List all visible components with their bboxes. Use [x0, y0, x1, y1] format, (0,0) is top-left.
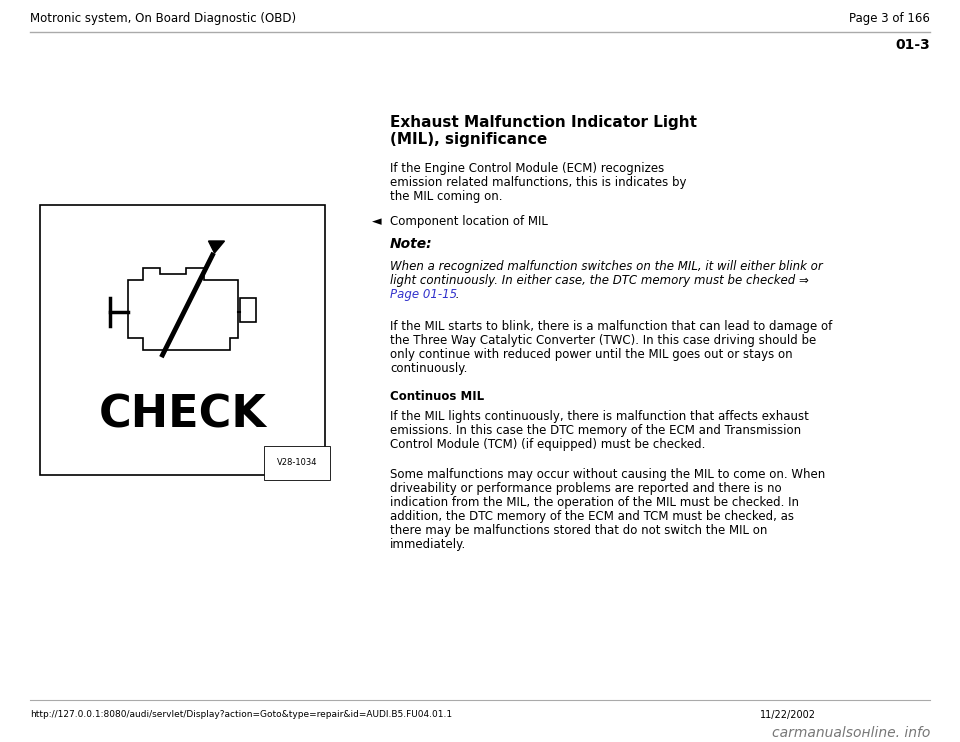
Text: continuously.: continuously.: [390, 362, 468, 375]
Text: the MIL coming on.: the MIL coming on.: [390, 190, 502, 203]
Text: 01-3: 01-3: [896, 38, 930, 52]
Bar: [40, 205, 325, 475]
Text: 11/22/2002: 11/22/2002: [760, 710, 816, 720]
Text: .: .: [452, 288, 460, 301]
Text: CHECK: CHECK: [99, 393, 267, 436]
Text: carmanualsонline. info: carmanualsонline. info: [772, 726, 930, 740]
Text: If the Engine Control Module (ECM) recognizes: If the Engine Control Module (ECM) recog…: [390, 162, 664, 175]
Text: emissions. In this case the DTC memory of the ECM and Transmission: emissions. In this case the DTC memory o…: [390, 424, 802, 437]
Text: there may be malfunctions stored that do not switch the MIL on: there may be malfunctions stored that do…: [390, 524, 767, 537]
Bar: [239, 298, 255, 322]
Text: driveability or performance problems are reported and there is no: driveability or performance problems are…: [390, 482, 781, 495]
Text: ◄: ◄: [372, 215, 382, 228]
Text: Some malfunctions may occur without causing the MIL to come on. When: Some malfunctions may occur without caus…: [390, 468, 826, 481]
Text: emission related malfunctions, this is indicates by: emission related malfunctions, this is i…: [390, 176, 686, 189]
Text: Page 3 of 166: Page 3 of 166: [850, 12, 930, 25]
Text: only continue with reduced power until the MIL goes out or stays on: only continue with reduced power until t…: [390, 348, 793, 361]
Text: Note:: Note:: [390, 237, 433, 251]
Text: If the MIL lights continuously, there is malfunction that affects exhaust: If the MIL lights continuously, there is…: [390, 410, 809, 423]
Polygon shape: [128, 268, 237, 350]
Text: (MIL), significance: (MIL), significance: [390, 132, 547, 147]
Text: immediately.: immediately.: [390, 538, 467, 551]
Text: http://127.0.0.1:8080/audi/servlet/Display?action=Goto&type=repair&id=AUDI.B5.FU: http://127.0.0.1:8080/audi/servlet/Displ…: [30, 710, 452, 719]
Text: If the MIL starts to blink, there is a malfunction that can lead to damage of: If the MIL starts to blink, there is a m…: [390, 320, 832, 333]
Text: Component location of MIL: Component location of MIL: [390, 215, 548, 228]
Text: Motronic system, On Board Diagnostic (OBD): Motronic system, On Board Diagnostic (OB…: [30, 12, 296, 25]
Text: V28-1034: V28-1034: [276, 458, 317, 467]
Text: Continuos MIL: Continuos MIL: [390, 390, 484, 403]
Text: addition, the DTC memory of the ECM and TCM must be checked, as: addition, the DTC memory of the ECM and …: [390, 510, 794, 523]
Text: the Three Way Catalytic Converter (TWC). In this case driving should be: the Three Way Catalytic Converter (TWC).…: [390, 334, 816, 347]
Text: indication from the MIL, the operation of the MIL must be checked. In: indication from the MIL, the operation o…: [390, 496, 799, 509]
Text: When a recognized malfunction switches on the MIL, it will either blink or: When a recognized malfunction switches o…: [390, 260, 823, 273]
Text: Exhaust Malfunction Indicator Light: Exhaust Malfunction Indicator Light: [390, 115, 697, 130]
Text: Control Module (TCM) (if equipped) must be checked.: Control Module (TCM) (if equipped) must …: [390, 438, 706, 451]
Text: Page 01-15: Page 01-15: [390, 288, 457, 301]
Text: light continuously. In either case, the DTC memory must be checked ⇒: light continuously. In either case, the …: [390, 274, 809, 287]
Polygon shape: [208, 241, 225, 253]
